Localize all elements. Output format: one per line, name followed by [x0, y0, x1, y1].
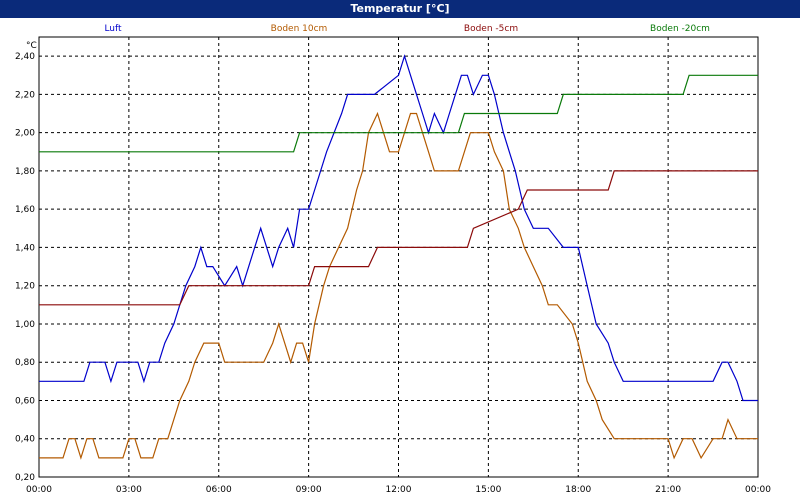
legend-entry: Boden -20cm: [650, 24, 710, 34]
series-line-boden-20cm: [39, 74, 758, 153]
x-tick-time: 06:00: [206, 485, 232, 495]
series-line-boden-5cm: [39, 170, 758, 306]
x-tick-time: 15:00: [475, 485, 501, 495]
temperature-chart: Luft Boden 10cm Boden -5cm Boden -20cm 0,20…: [15, 24, 771, 495]
series-lines: [39, 54, 758, 460]
x-axis: 00:0013.01.2403:0013.01.2406:0013.01.240…: [26, 485, 771, 495]
series-line-boden-10cm: [39, 111, 758, 460]
x-tick-time: 21:00: [655, 485, 681, 495]
x-tick-time: 18:00: [565, 485, 591, 495]
series-line-luft: [39, 54, 758, 402]
y-tick-label: 0,80: [15, 358, 35, 368]
y-tick-label: 0,20: [15, 473, 35, 483]
x-tick-time: 00:00: [745, 485, 771, 495]
x-tick-time: 03:00: [116, 485, 142, 495]
legend-entry: Luft: [104, 24, 122, 34]
y-tick-label: 1,20: [15, 282, 35, 292]
y-tick-label: 1,40: [15, 243, 35, 253]
grid-lines: [39, 37, 758, 477]
chart-title: Temperatur [°C]: [0, 0, 800, 18]
y-tick-label: 0,40: [15, 435, 35, 445]
y-tick-label: 1,80: [15, 167, 35, 177]
x-tick-time: 00:00: [26, 485, 52, 495]
y-tick-label: 1,00: [15, 320, 35, 330]
y-tick-label: 1,60: [15, 205, 35, 215]
legend-entry: Boden 10cm: [271, 24, 328, 34]
x-tick-time: 12:00: [386, 485, 412, 495]
y-axis-unit: °C: [26, 41, 37, 51]
y-tick-label: 0,60: [15, 396, 35, 406]
y-tick-label: 2,20: [15, 90, 35, 100]
legend: Luft Boden 10cm Boden -5cm Boden -20cm: [104, 24, 710, 34]
y-axis: 0,20 0,40 0,60 0,80 1,00 1,20 1,40 1,60 1,80 2,00…: [15, 52, 35, 483]
legend-entry: Boden -5cm: [464, 24, 518, 34]
y-tick-label: 2,40: [15, 52, 35, 62]
x-tick-time: 09:00: [296, 485, 322, 495]
y-tick-label: 2,00: [15, 129, 35, 139]
